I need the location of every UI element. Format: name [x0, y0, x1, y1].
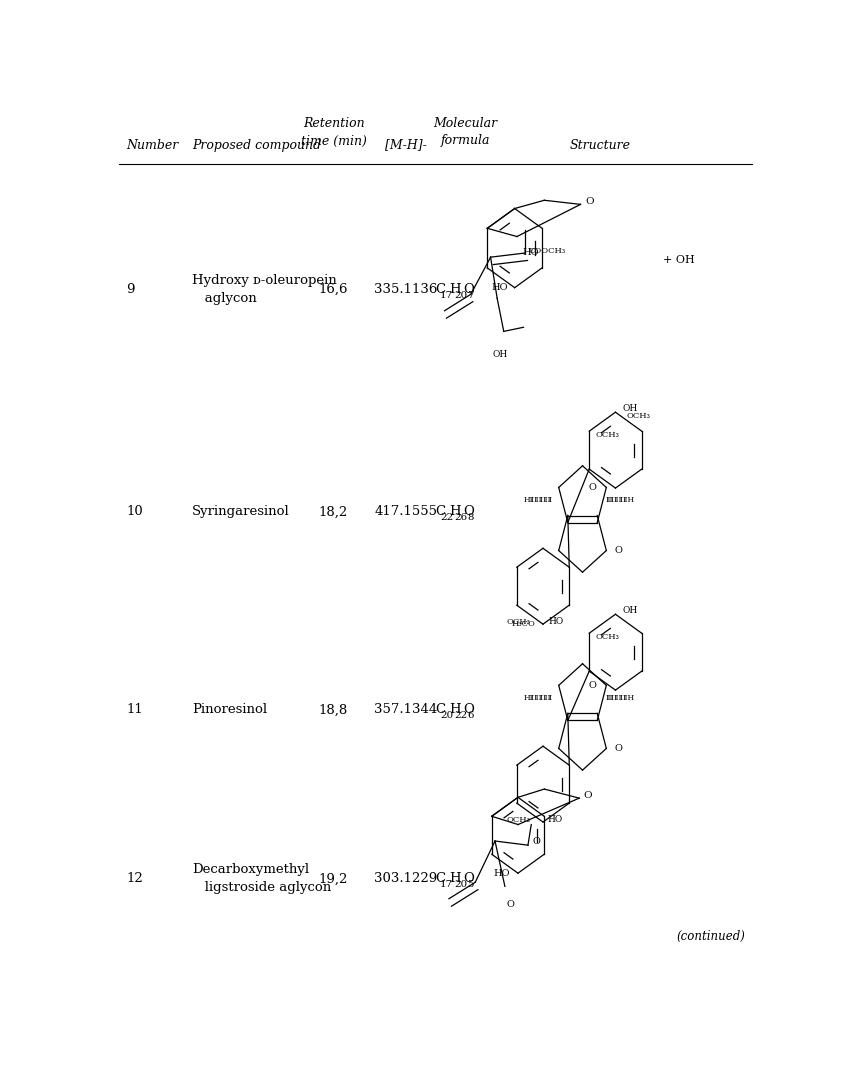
Text: Number: Number: [126, 138, 178, 152]
Text: Molecular
formula: Molecular formula: [434, 118, 497, 148]
Text: O: O: [615, 546, 622, 555]
Text: O: O: [463, 873, 474, 886]
Text: 8: 8: [468, 513, 474, 523]
Text: 17: 17: [440, 290, 453, 300]
Text: 20: 20: [454, 290, 467, 300]
Text: H: H: [450, 283, 461, 296]
Text: 26: 26: [454, 513, 467, 523]
Text: OCH₃: OCH₃: [626, 411, 650, 420]
Text: C: C: [435, 704, 445, 716]
Text: H₃CO: H₃CO: [511, 620, 536, 629]
Text: OH: OH: [493, 349, 508, 359]
Text: 10: 10: [126, 506, 143, 518]
Text: 12: 12: [126, 873, 143, 886]
Text: Pinoresinol: Pinoresinol: [192, 704, 267, 716]
Text: 357.1344: 357.1344: [374, 704, 438, 716]
Text: C: C: [435, 283, 445, 296]
Text: 17: 17: [440, 880, 453, 889]
Text: O: O: [584, 791, 592, 800]
Text: O: O: [615, 744, 622, 753]
Text: OCH₃: OCH₃: [596, 633, 620, 642]
Text: O: O: [588, 483, 597, 492]
Text: HO: HO: [547, 815, 563, 824]
Text: OCH₃: OCH₃: [596, 432, 620, 439]
Text: O: O: [588, 681, 597, 690]
Text: HⅡⅡⅡⅡⅡ: HⅡⅡⅡⅡⅡ: [524, 694, 552, 702]
Text: O: O: [585, 197, 594, 207]
Text: O: O: [463, 506, 474, 518]
Text: Structure: Structure: [570, 138, 631, 152]
Text: H: H: [450, 873, 461, 886]
Text: ⅡⅡⅡⅡⅡH: ⅡⅡⅡⅡⅡH: [605, 694, 635, 702]
Text: Decarboxymethyl
   ligstroside aglycon: Decarboxymethyl ligstroside aglycon: [192, 863, 332, 894]
Text: OH: OH: [622, 404, 638, 412]
Text: 6: 6: [468, 711, 474, 720]
Text: 9: 9: [126, 283, 134, 296]
Text: 7: 7: [468, 290, 474, 300]
Text: + OH: + OH: [663, 256, 694, 266]
Text: [M-H]-: [M-H]-: [385, 138, 427, 152]
Text: 335.1136: 335.1136: [374, 283, 438, 296]
Text: O: O: [463, 704, 474, 716]
Text: HⅡⅡⅡⅡⅡ: HⅡⅡⅡⅡⅡ: [524, 496, 552, 503]
Text: O: O: [463, 283, 474, 296]
Text: 20: 20: [454, 880, 467, 889]
Text: HO: HO: [549, 617, 564, 625]
Text: COOCH₃: COOCH₃: [528, 246, 565, 255]
Text: ⅡⅡⅡⅡⅡH: ⅡⅡⅡⅡⅡH: [605, 496, 635, 503]
Text: HO: HO: [522, 248, 539, 257]
Text: 417.1555: 417.1555: [375, 506, 438, 518]
Text: OCH₃: OCH₃: [507, 618, 530, 627]
Text: Syringaresinol: Syringaresinol: [192, 506, 290, 518]
Text: O: O: [507, 900, 515, 908]
Text: 303.1229: 303.1229: [374, 873, 438, 886]
Text: O: O: [533, 836, 541, 845]
Text: HO: HO: [494, 869, 510, 878]
Text: (continued): (continued): [677, 931, 745, 944]
Text: H: H: [450, 704, 461, 716]
Text: H: H: [450, 506, 461, 518]
Text: Hydroxy ᴅ-oleuropein
   aglycon: Hydroxy ᴅ-oleuropein aglycon: [192, 274, 337, 305]
Text: 16,6: 16,6: [319, 283, 348, 296]
Text: 18,2: 18,2: [319, 506, 348, 518]
Text: HO: HO: [491, 283, 508, 292]
Text: OCH₃: OCH₃: [507, 816, 530, 825]
Text: 18,8: 18,8: [319, 704, 348, 716]
Text: 19,2: 19,2: [319, 873, 348, 886]
Text: 5: 5: [468, 880, 474, 889]
Text: 22: 22: [454, 711, 468, 720]
Text: 11: 11: [126, 704, 143, 716]
Text: C: C: [435, 873, 445, 886]
Text: C: C: [435, 506, 445, 518]
Text: 22: 22: [440, 513, 453, 523]
Text: OH: OH: [622, 605, 638, 615]
Text: Proposed compound: Proposed compound: [192, 138, 321, 152]
Text: Retention
time (min): Retention time (min): [301, 118, 366, 148]
Text: 20: 20: [440, 711, 453, 720]
